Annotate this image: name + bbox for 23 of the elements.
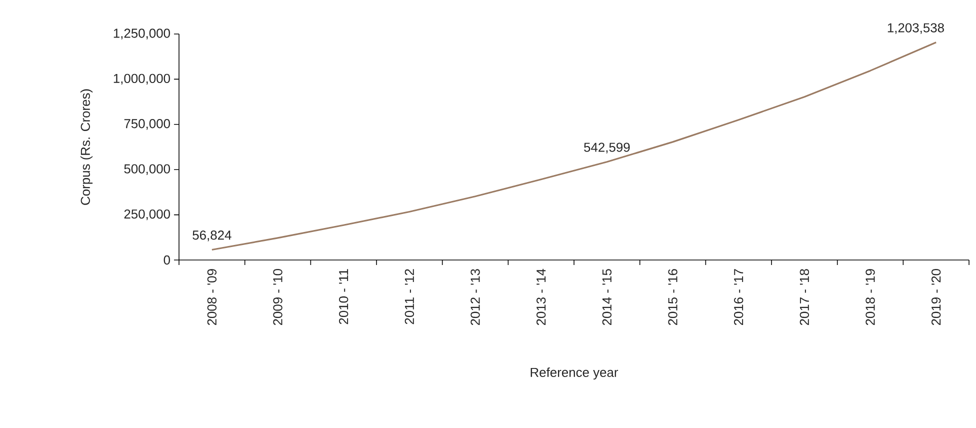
y-tick-label: 250,000 — [124, 209, 170, 220]
data-label: 1,203,538 — [888, 23, 944, 34]
y-tick-label: 500,000 — [124, 164, 170, 175]
x-tick-label: 2012 - '13 — [470, 269, 480, 326]
data-label: 542,599 — [584, 142, 630, 154]
x-tick-label: 2015 - '16 — [668, 269, 678, 326]
y-tick-label: 1,250,000 — [114, 28, 170, 40]
x-tick-label: 2019 - '20 — [932, 269, 941, 326]
x-tick-label: 2016 - '17 — [734, 269, 744, 326]
y-tick-label: 750,000 — [124, 119, 170, 130]
x-tick-label: 2014 - '15 — [602, 269, 612, 326]
x-tick-label: 2008 - '09 — [207, 269, 217, 326]
x-tick-label: 2018 - '19 — [866, 269, 875, 326]
y-tick-label: 0 — [164, 255, 170, 265]
x-tick-label: 2009 - '10 — [273, 269, 282, 326]
x-tick-label: 2017 - '18 — [800, 269, 810, 326]
y-axis-title: Corpus (Rs. Crores) — [80, 89, 93, 205]
x-tick-label: 2013 - '14 — [536, 268, 546, 326]
y-tick-label: 1,000,000 — [114, 74, 170, 85]
data-label: 56,824 — [192, 230, 232, 242]
x-tick-label: 2011 - '12 — [404, 269, 414, 324]
x-tick-label: 2010 - '11 — [339, 269, 348, 324]
x-axis-title: Reference year — [530, 367, 618, 380]
